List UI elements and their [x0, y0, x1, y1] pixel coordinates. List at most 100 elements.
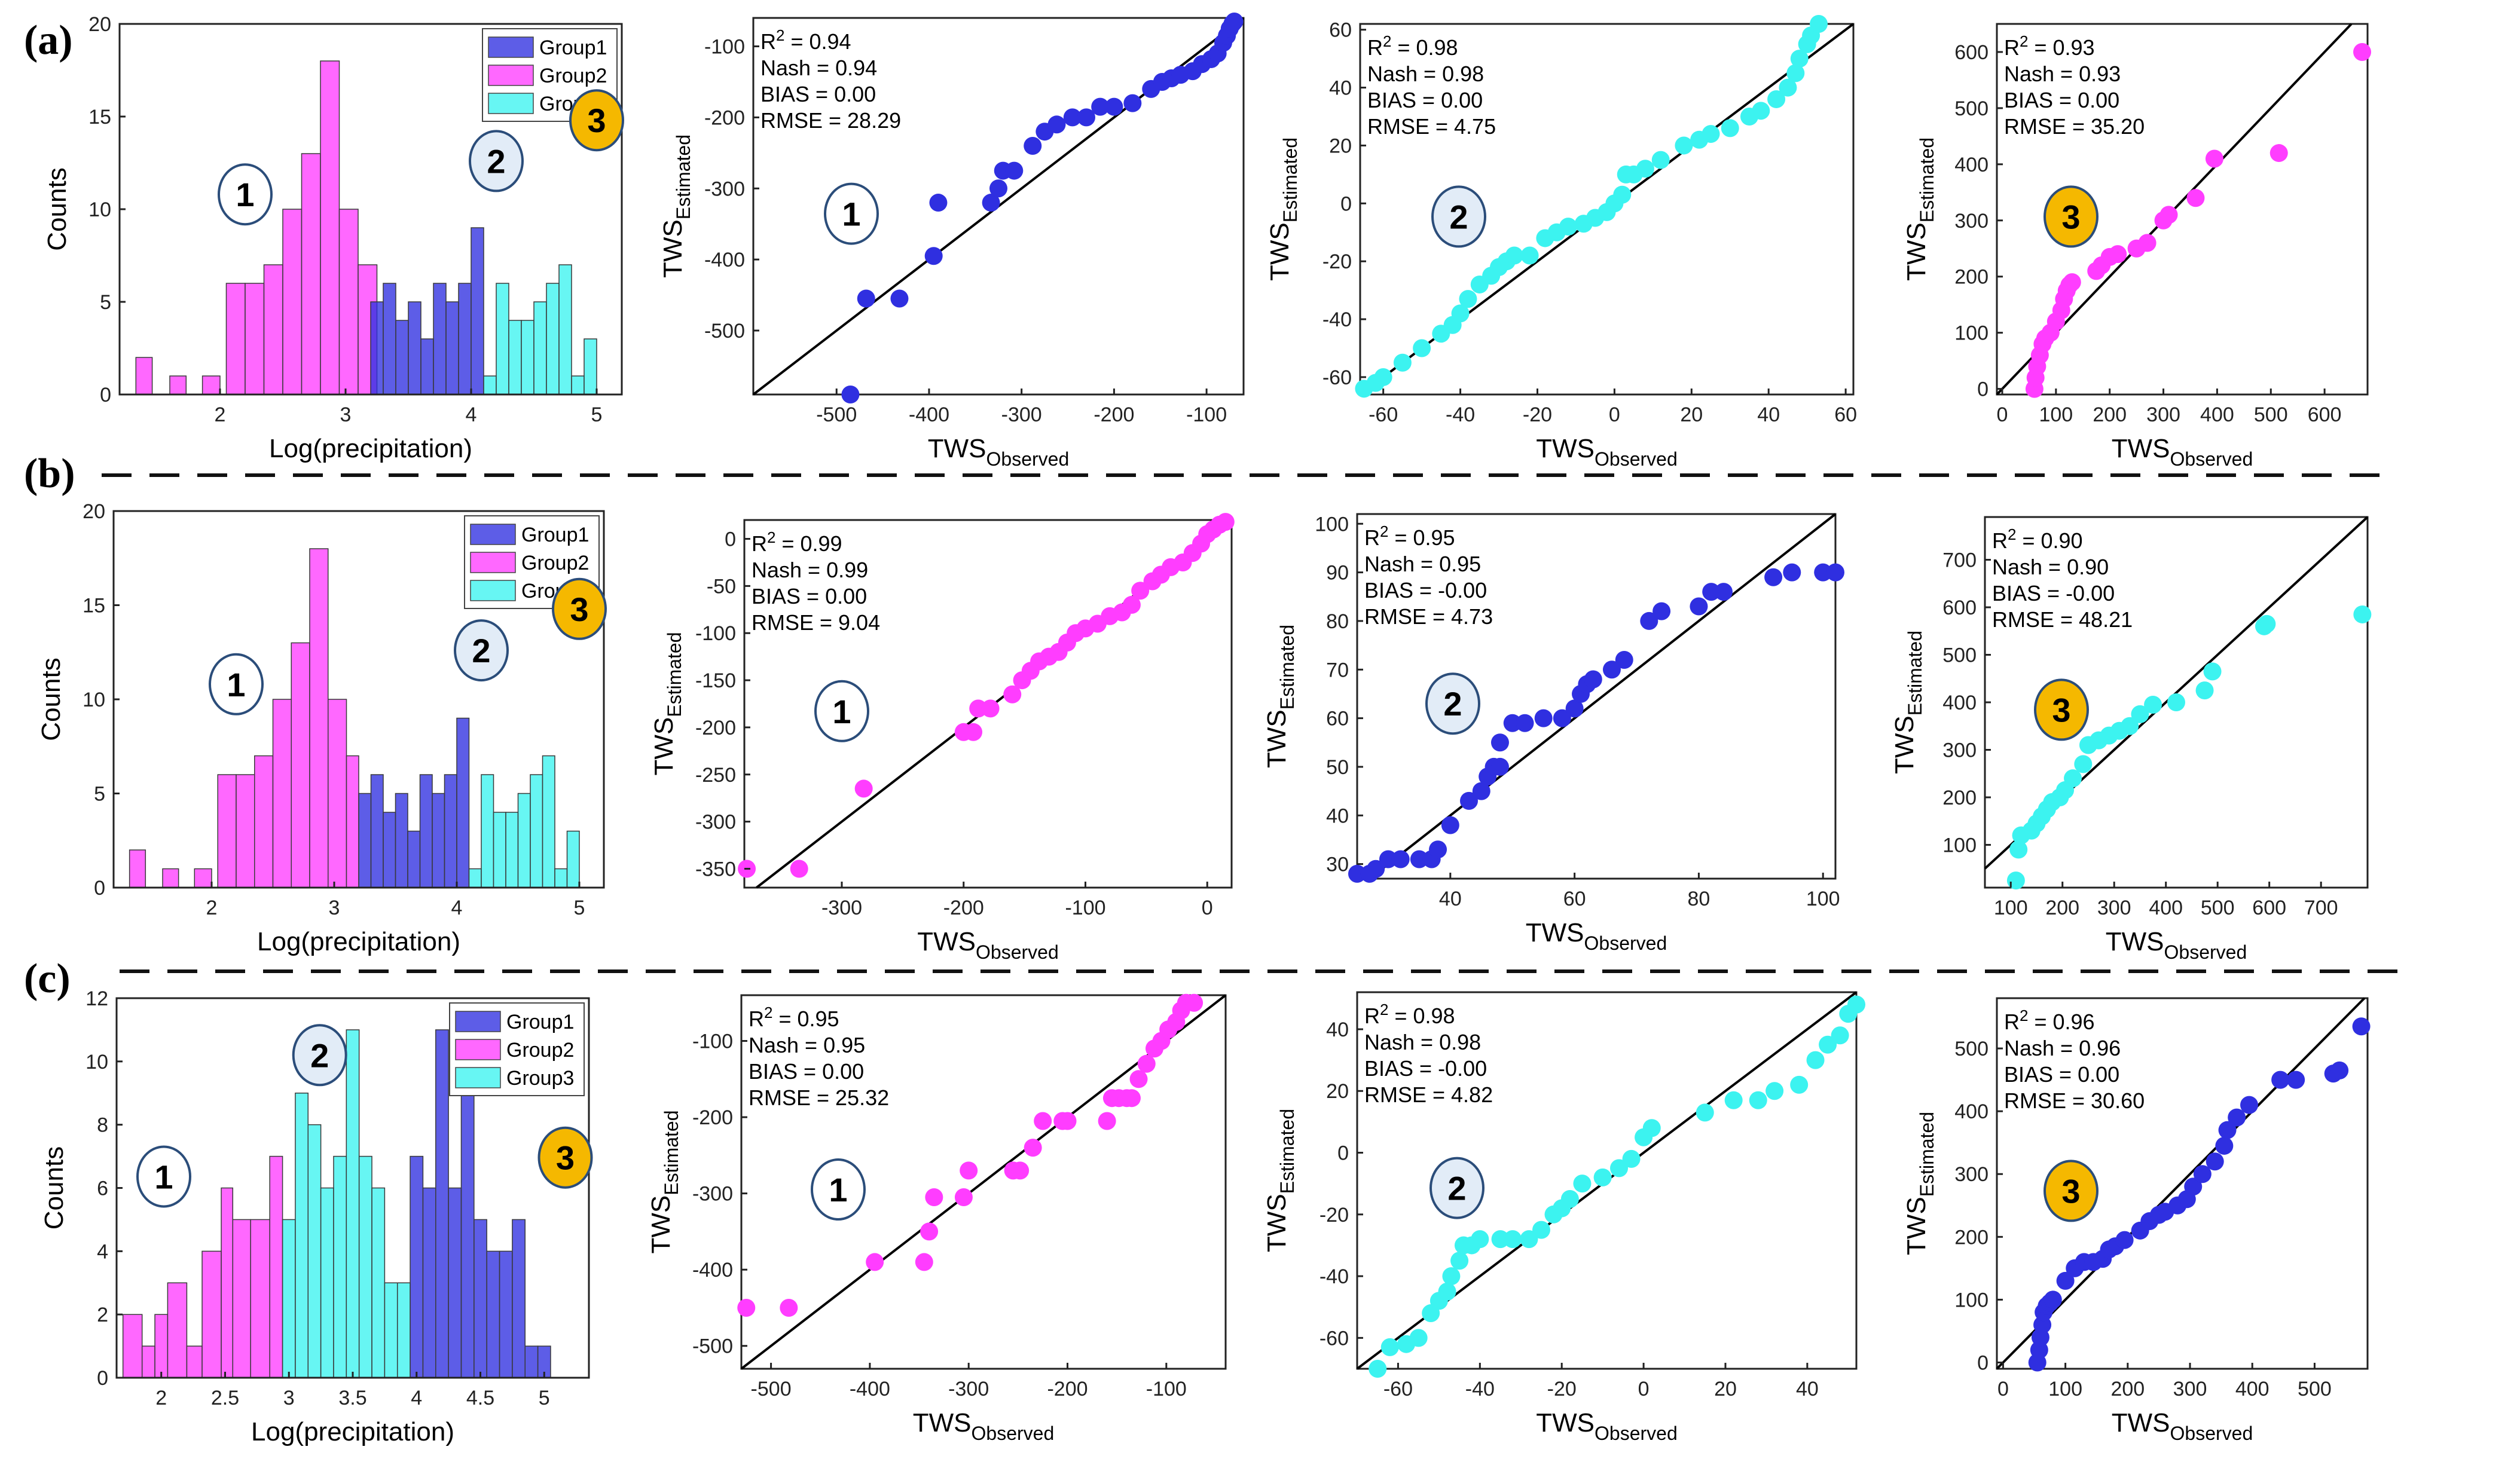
- scatter-point: [2228, 1108, 2246, 1127]
- y-axis-label-sub: Estimated: [1276, 1109, 1298, 1194]
- chart-5: 2 3 4 5 0 5 10 15 20 Log(precipitation) Counts Grou…: [36, 500, 607, 956]
- x-axis-label-main: TWS: [1526, 918, 1584, 947]
- y-axis-label-main: TWS: [1890, 715, 1919, 774]
- y-axis-label-sub: Estimated: [664, 632, 685, 717]
- scatter-point: [1129, 1070, 1148, 1088]
- y-axis-label-sub: Estimated: [1916, 1112, 1938, 1197]
- histogram-bar-group3: [493, 812, 506, 888]
- legend-label-group2: Group2: [539, 65, 607, 87]
- x-tick-label: -100: [1186, 403, 1227, 426]
- legend-label-group2: Group2: [521, 552, 589, 574]
- y-axis-label: Counts: [36, 657, 66, 741]
- scatter-point: [1505, 246, 1523, 265]
- scatter-point: [924, 247, 943, 265]
- stat-r-superscript: 2: [1383, 32, 1391, 50]
- scatter-point: [1503, 714, 1522, 732]
- badge-1-circle: [209, 653, 264, 715]
- y-tick-label: 0: [1977, 378, 1988, 401]
- y-tick-label: -500: [692, 1335, 733, 1358]
- y-axis-label: TWSEstimated: [1265, 137, 1301, 281]
- x-axis-label-main: TWS: [913, 1408, 972, 1438]
- scatter-point: [1520, 1230, 1538, 1249]
- scatter-point: [1024, 136, 1042, 155]
- x-tick-label: 100: [2039, 403, 2073, 426]
- stat-r-value: = 0.99: [775, 531, 842, 556]
- y-tick-label: -400: [692, 1259, 733, 1282]
- y-tick-label: 400: [1954, 1100, 1988, 1123]
- badge-1-label: 1: [832, 693, 851, 730]
- y-tick-label: -50: [707, 575, 736, 598]
- scatter-point: [964, 723, 983, 741]
- badge-2-label: 2: [472, 632, 490, 669]
- legend-label-group3: Group3: [506, 1067, 574, 1090]
- y-axis-label: TWSEstimated: [1902, 1112, 1938, 1255]
- scatter-point: [1442, 1267, 1461, 1286]
- y-axis-label-sub: Estimated: [673, 134, 694, 219]
- scatter-point: [2240, 1096, 2259, 1114]
- histogram-bar-group2: [162, 868, 179, 888]
- histogram-bar-group2: [135, 357, 153, 395]
- stat-r-value: = 0.93: [2028, 35, 2094, 60]
- histogram-bar-group2: [328, 699, 347, 888]
- scatter-point: [2115, 1231, 2134, 1249]
- axes-frame: [740, 994, 1227, 1370]
- y-axis-label: TWSEstimated: [649, 632, 685, 775]
- scatter-point: [1429, 840, 1447, 859]
- scatter-point: [1413, 339, 1431, 357]
- stat-r2: R2 = 0.99: [752, 528, 842, 556]
- scatter-point: [2074, 755, 2093, 773]
- histogram-bar-group2: [263, 264, 283, 395]
- histogram-bar-group1: [444, 774, 457, 888]
- histogram-bar-group2: [269, 1155, 283, 1378]
- scatter-point: [1451, 304, 1470, 323]
- scatter-point: [2044, 1290, 2062, 1309]
- badge-3-circle: [2044, 185, 2099, 248]
- histogram-bar-group2: [186, 1345, 203, 1378]
- scatter-point: [2195, 681, 2214, 700]
- x-tick-label: 200: [2093, 403, 2127, 426]
- scatter-point: [1651, 151, 1670, 169]
- x-tick-label: 0: [1638, 1378, 1650, 1400]
- scatter-point: [1122, 595, 1141, 614]
- x-axis-label-main: TWS: [1536, 1408, 1595, 1438]
- x-tick-label: 300: [2097, 897, 2131, 919]
- scatter-point: [1532, 1221, 1550, 1239]
- x-tick-label: 40: [1439, 888, 1462, 910]
- stat-r2: R2 = 0.94: [760, 26, 851, 54]
- x-axis-label-sub: Observed: [2170, 448, 2253, 470]
- x-tick-label: 500: [2298, 1378, 2332, 1400]
- histogram-bar-group1: [370, 774, 384, 888]
- y-axis-label-main: TWS: [649, 717, 679, 776]
- scatter-point: [1783, 563, 1801, 582]
- y-tick-label: -200: [692, 1106, 733, 1129]
- x-tick-label: 0: [1609, 403, 1620, 426]
- y-tick-label: -400: [704, 249, 745, 271]
- x-tick-label: 80: [1688, 888, 1710, 910]
- x-tick-label: -60: [1383, 1378, 1413, 1400]
- y-tick-label: 300: [1942, 739, 1977, 761]
- scatter-point: [2269, 144, 2288, 163]
- histogram-bar-group2: [232, 1219, 251, 1378]
- stat-line-2: BIAS = 0.00: [1367, 88, 1483, 112]
- badge-1-circle: [824, 182, 879, 245]
- scatter-point: [1622, 1149, 1641, 1168]
- badge-2-label: 2: [487, 142, 505, 180]
- x-tick-label: 5: [539, 1387, 550, 1409]
- stat-r-value: = 0.98: [1388, 1004, 1455, 1028]
- stat-r2: R2 = 0.96: [2004, 1007, 2095, 1034]
- x-tick-label: -300: [821, 897, 862, 919]
- histogram-bar-group3: [483, 375, 497, 395]
- x-tick-label: 3.5: [338, 1387, 366, 1409]
- x-tick-label: 0: [1997, 1378, 2009, 1400]
- y-tick-label: -150: [695, 669, 736, 692]
- scatter-point: [1809, 15, 1828, 33]
- badge-3-label: 3: [556, 1139, 575, 1177]
- scatter-point: [1779, 78, 1797, 97]
- scatter-point: [2287, 1071, 2305, 1089]
- scatter-point: [1615, 651, 1633, 669]
- x-tick-label: 100: [1806, 888, 1840, 910]
- badge-3-circle: [537, 1126, 593, 1189]
- stat-line-3: RMSE = 48.21: [1992, 607, 2133, 632]
- scatter-point: [1767, 90, 1786, 108]
